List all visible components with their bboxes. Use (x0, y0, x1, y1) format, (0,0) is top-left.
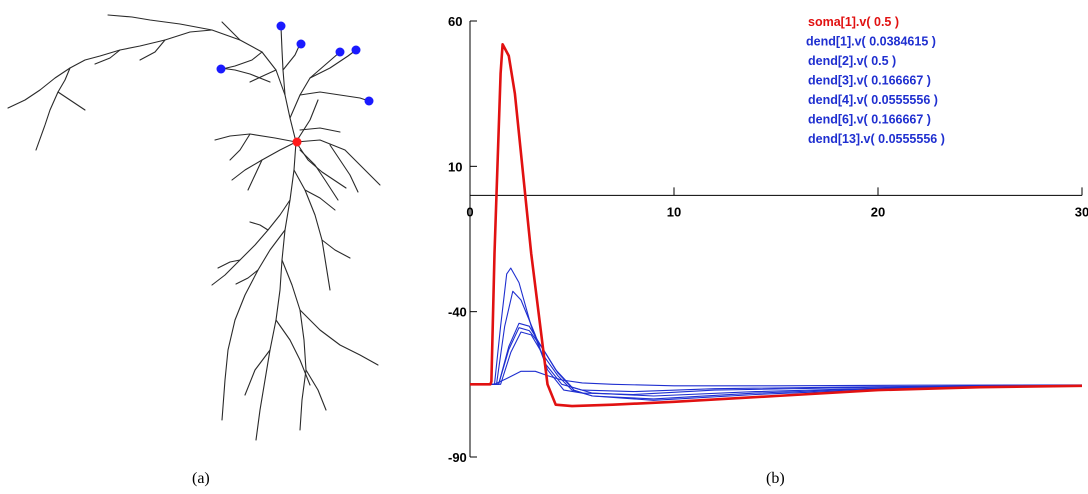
chart-traces (470, 43, 1083, 408)
x-tick-label: 10 (667, 204, 681, 219)
legend-entry: soma[1].v( 0.5 ) (808, 15, 899, 29)
dend-trace (470, 331, 1083, 401)
legend-entry: dend[2].v( 0.5 ) (808, 54, 896, 68)
dend-site-marker (351, 45, 361, 55)
y-tick-label: 60 (448, 14, 462, 29)
dend-site-marker (364, 96, 374, 106)
legend-entry: dend[3].v( 0.166667 ) (808, 74, 931, 88)
x-tick-label: 30 (1075, 204, 1088, 219)
panel-b-caption: (b) (766, 470, 785, 487)
legend-entry: dend[6].v( 0.166667 ) (808, 113, 931, 127)
dend-site-marker (296, 39, 306, 49)
panel-a-caption: (a) (192, 470, 210, 487)
legend-entry: dend[1].v( 0.0384615 ) (806, 35, 936, 49)
neuron-morphology (7, 14, 381, 441)
voltage-trace-chart: 60 10 -40 -90 0 10 20 30 soma[1].v( 0.5 ) dend[1… (448, 14, 1088, 465)
y-tick-label: 10 (448, 159, 462, 174)
legend-entry: dend[4].v( 0.0555556 ) (808, 93, 938, 107)
y-tick-label: -40 (448, 305, 467, 320)
x-tick-label: 20 (871, 204, 885, 219)
soma-site-marker (292, 137, 302, 147)
dend-site-marker (216, 64, 226, 74)
neuron-dendrites (7, 14, 381, 441)
legend-entry: dend[13].v( 0.0555556 ) (808, 132, 945, 146)
chart-legend: soma[1].v( 0.5 ) dend[1].v( 0.0384615 ) de… (806, 15, 945, 146)
dend-site-marker (335, 47, 345, 57)
x-tick-label: 0 (466, 204, 473, 219)
dend-trace (470, 290, 1083, 396)
dend-trace (470, 370, 1083, 387)
recording-sites (216, 21, 374, 147)
dend-site-marker (276, 21, 286, 31)
dend-trace (470, 267, 1083, 393)
soma-trace (470, 43, 1083, 408)
y-tick-label: -90 (448, 450, 467, 465)
dend-trace (470, 327, 1083, 400)
